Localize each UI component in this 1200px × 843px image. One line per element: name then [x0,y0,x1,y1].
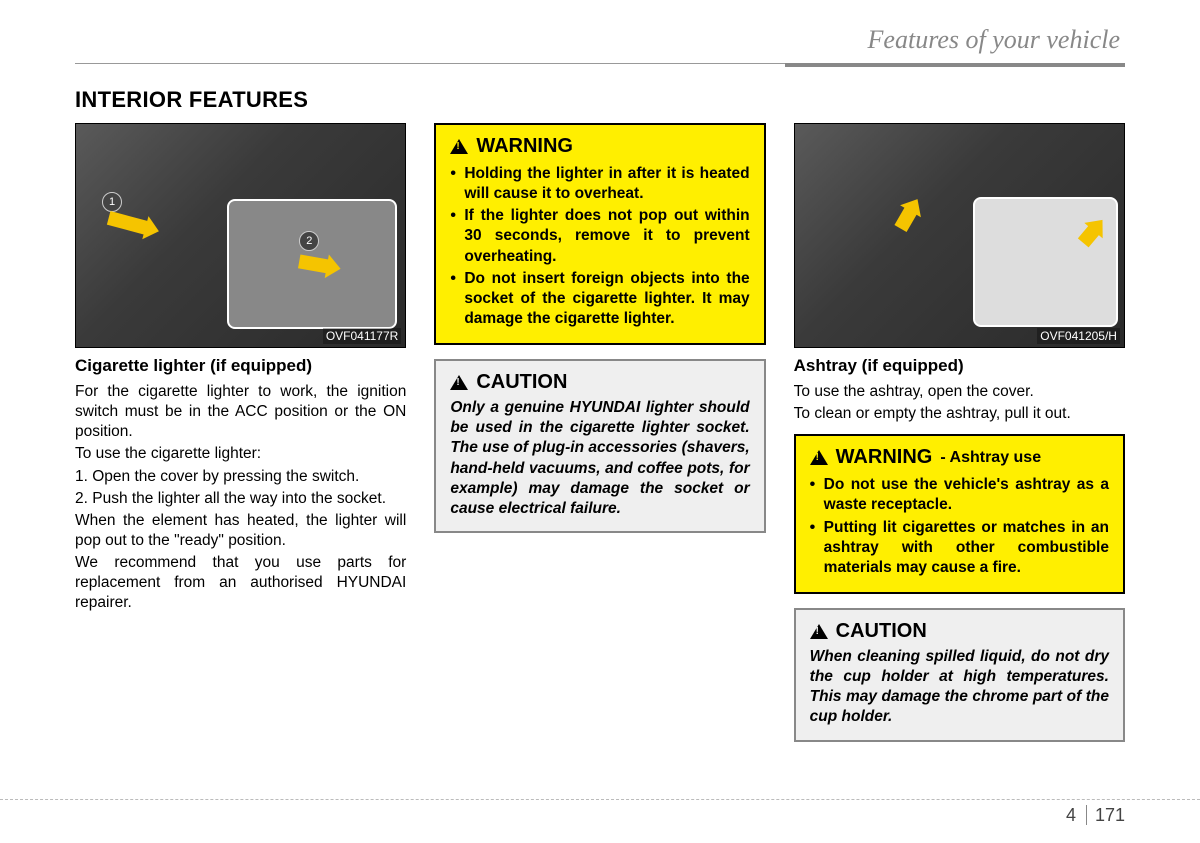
header-rule [75,63,1125,69]
warning-icon [810,450,828,465]
lighter-warning-box: WARNING Holding the lighter in after it … [434,123,765,345]
warning-item: Putting lit cigarettes or matches in an … [810,518,1109,578]
warning-item: Holding the lighter in after it is heate… [450,164,749,204]
caution-icon [810,624,828,639]
lighter-photo: 1 2 OVF041177R [75,123,406,348]
callout-1: 1 [102,192,122,212]
warning-icon [450,139,468,154]
lighter-caution-box: CAUTION Only a genuine HYUNDAI lighter s… [434,359,765,533]
warning-item: Do not insert foreign objects into the s… [450,269,749,329]
ashtray-text: To use the ashtray, open the cover. To c… [794,382,1125,424]
ashtray-warning-box: WARNING - Ashtray use Do not use the veh… [794,434,1125,594]
footer-dashes [0,799,1200,800]
caution-title-1: CAUTION [450,371,749,394]
ashtray-photo: OVF041205/H [794,123,1125,348]
arrow-4 [1078,225,1100,248]
column-3: OVF041205/H Ashtray (if equipped) To use… [794,123,1125,756]
caution-icon [450,375,468,390]
lighter-heading: Cigarette lighter (if equipped) [75,356,406,376]
ashtray-caution-box: CAUTION When cleaning spilled liquid, do… [794,608,1125,742]
page-number: 4171 [1066,805,1125,826]
photo-code-1: OVF041177R [323,328,402,344]
caution-text-2: When cleaning spilled liquid, do not dry… [810,647,1109,728]
warning-title-2: WARNING - Ashtray use [810,446,1109,469]
section-title: INTERIOR FEATURES [75,87,1125,113]
arrow-2 [298,255,330,274]
column-2: WARNING Holding the lighter in after it … [434,123,765,756]
arrow-1 [107,211,149,235]
lighter-text: For the cigarette lighter to work, the i… [75,382,406,614]
column-1: 1 2 OVF041177R Cigarette lighter (if equ… [75,123,406,756]
page-footer: 4171 [0,799,1200,829]
caution-text-1: Only a genuine HYUNDAI lighter should be… [450,398,749,519]
warning-title-1: WARNING [450,135,749,158]
photo-code-2: OVF041205/H [1037,328,1120,344]
ashtray-heading: Ashtray (if equipped) [794,356,1125,376]
photo-inset-2 [973,197,1118,327]
caution-title-2: CAUTION [810,620,1109,643]
warning-item: Do not use the vehicle's ashtray as a wa… [810,475,1109,515]
callout-2: 2 [299,231,319,251]
photo-inset-1: 2 [227,199,397,329]
arrow-3 [894,206,917,232]
chapter-title: Features of your vehicle [75,25,1125,55]
warning-item: If the lighter does not pop out within 3… [450,206,749,266]
